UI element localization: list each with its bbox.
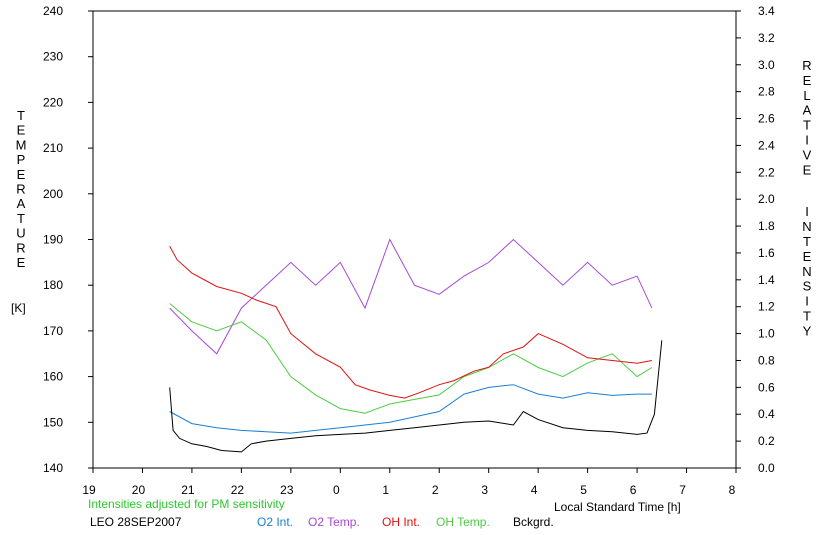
right-tick-label: 2.6 [758,112,775,126]
x-tick-label: 21 [181,483,195,497]
left-tick-label: 210 [43,141,63,155]
left-tick-label: 230 [43,50,63,64]
x-tick-label: 2 [432,483,439,497]
legend-o2-temp: O2 Temp. [308,515,360,529]
axis-title-letter: N [802,219,811,234]
series-line-bckgrd [169,340,663,453]
legend-oh-int: OH Int. [382,515,421,529]
right-tick-label: 0.2 [758,434,775,448]
left-tick-label: 160 [43,370,63,384]
x-tick-label: 20 [132,483,146,497]
left-axis-ticks: 140 150 160 170 180 190 200 210 220 230 240 [43,4,93,475]
series-line-o2-temp [169,238,653,355]
axis-title-letter: R [16,182,25,197]
series-layer [169,238,663,453]
sensitivity-note: Intensities adjusted for PM sensitivity [88,497,285,511]
x-tick-label: 4 [531,483,538,497]
axis-title-letter: U [16,226,25,241]
x-tick-label: 8 [729,483,736,497]
legend-bckgrd: Bckgrd. [513,515,554,529]
axis-title-letter: R [16,240,25,255]
axis-title-letter: T [17,108,25,123]
left-tick-label: 180 [43,278,63,292]
axis-title-letter: E [17,255,26,270]
left-tick-label: 150 [43,415,63,429]
right-axis-ticks: 0.0 0.2 0.4 0.6 0.8 1.0 1.2 1.4 1.6 1.8 2.0 2.2 2.4 2… [736,4,775,475]
axis-title-letter: T [803,309,811,324]
right-tick-label: 3.4 [758,4,775,18]
left-tick-label: 240 [43,4,63,18]
right-tick-label: 0.6 [758,380,775,394]
x-tick-label: 7 [679,483,686,497]
axis-title-letter: L [803,88,810,103]
right-tick-label: 2.2 [758,165,775,179]
x-axis-ticks: 19 20 21 22 23 0 1 2 3 4 5 6 7 8 [82,468,737,497]
right-tick-label: 0.0 [758,461,775,475]
right-tick-label: 3.0 [758,58,775,72]
legend-o2-int: O2 Int. [257,515,294,529]
left-tick-label: 190 [43,233,63,247]
axis-title-letter: N [802,264,811,279]
axis-title-letter: T [803,234,811,249]
legend-oh-temp: OH Temp. [436,515,490,529]
x-tick-label: 22 [231,483,245,497]
x-tick-label: 0 [333,483,340,497]
right-tick-label: 1.6 [758,246,775,260]
axis-title-letter: P [17,152,26,167]
x-tick-label: 19 [82,483,96,497]
site-date-label: LEO 28SEP2007 [90,515,182,529]
series-line-o2-int [169,384,652,434]
axis-title-letter: E [803,249,812,264]
right-tick-label: 2.4 [758,138,775,152]
x-tick-label: 1 [382,483,389,497]
axis-title-letter: I [805,133,809,148]
x-tick-label: 6 [630,483,637,497]
right-tick-label: 1.4 [758,273,775,287]
axis-title-letter: V [803,147,812,162]
right-tick-label: 1.2 [758,300,775,314]
axis-title-letter: A [803,103,812,118]
right-tick-label: 3.2 [758,31,775,45]
left-axis-unit: [K] [11,301,26,315]
left-tick-label: 200 [43,187,63,201]
series-line-oh-int [169,245,652,399]
right-tick-label: 1.8 [758,219,775,233]
right-tick-label: 0.8 [758,353,775,367]
axis-title-letter: Y [803,323,812,338]
axis-title-letter: E [17,123,26,138]
axis-title-letter: I [805,294,809,309]
left-tick-label: 220 [43,95,63,109]
axis-title-letter: E [803,73,812,88]
axis-title-letter: M [16,137,27,152]
axis-title-letter: T [17,211,25,226]
axis-title-letter: A [17,196,26,211]
axis-title-letter: T [803,118,811,133]
x-tick-label: 3 [481,483,488,497]
axis-title-letter: R [802,58,811,73]
x-tick-label: 23 [280,483,294,497]
axis-title-letter: E [17,167,26,182]
axis-title-letter: E [803,162,812,177]
right-tick-label: 2.0 [758,192,775,206]
left-tick-label: 140 [43,461,63,475]
left-tick-label: 170 [43,324,63,338]
axis-title-letter: I [805,204,809,219]
axis-title-letter: S [803,279,812,294]
right-tick-label: 1.0 [758,327,775,341]
right-tick-label: 2.8 [758,85,775,99]
series-line-oh-temp [169,303,653,414]
right-tick-label: 0.4 [758,407,775,421]
x-axis-label: Local Standard Time [h] [554,500,681,514]
x-tick-label: 5 [580,483,587,497]
